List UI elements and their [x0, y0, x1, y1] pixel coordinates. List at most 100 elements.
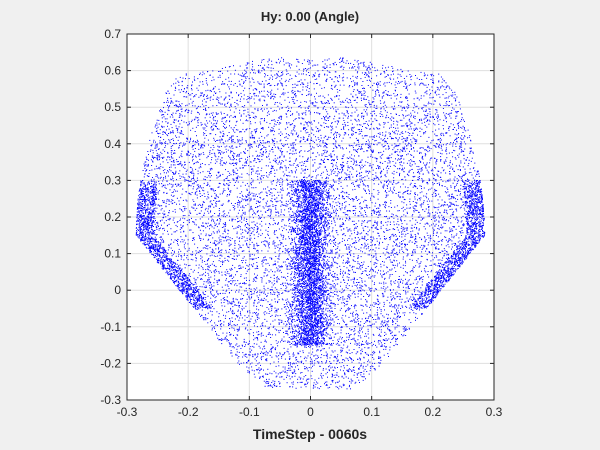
scatter-point	[302, 288, 304, 290]
scatter-point	[269, 350, 271, 352]
scatter-point	[263, 217, 265, 219]
scatter-point	[323, 106, 325, 107]
scatter-point	[166, 118, 168, 120]
scatter-point	[438, 287, 440, 289]
scatter-point	[311, 127, 313, 129]
scatter-point	[376, 222, 378, 224]
scatter-point	[408, 319, 410, 321]
scatter-point	[436, 276, 438, 278]
scatter-point	[250, 145, 252, 147]
scatter-point	[306, 275, 308, 277]
scatter-point	[419, 237, 421, 239]
scatter-point	[239, 282, 241, 284]
scatter-point	[302, 301, 304, 303]
scatter-point	[237, 129, 239, 131]
scatter-point	[466, 227, 468, 229]
scatter-point	[200, 163, 202, 165]
scatter-point	[421, 107, 423, 109]
scatter-point	[156, 256, 158, 257]
scatter-point	[332, 164, 334, 166]
scatter-point	[287, 137, 289, 139]
scatter-point	[259, 83, 261, 85]
scatter-point	[330, 284, 332, 286]
scatter-point	[256, 262, 258, 263]
scatter-point	[312, 102, 314, 104]
scatter-point	[167, 233, 169, 235]
scatter-point	[161, 224, 162, 226]
scatter-point	[466, 232, 468, 234]
scatter-point	[219, 257, 221, 259]
scatter-point	[361, 244, 362, 245]
scatter-point	[475, 237, 476, 239]
scatter-point	[217, 215, 219, 217]
scatter-point	[455, 208, 457, 210]
scatter-point	[316, 279, 318, 280]
scatter-point	[281, 182, 283, 184]
scatter-point	[355, 310, 357, 312]
scatter-point	[306, 266, 308, 268]
scatter-point	[336, 358, 338, 360]
scatter-point	[282, 245, 284, 247]
scatter-point	[364, 242, 366, 244]
scatter-point	[470, 210, 472, 211]
scatter-point	[388, 190, 390, 192]
scatter-point	[325, 217, 327, 219]
scatter-point	[247, 231, 249, 233]
scatter-point	[401, 208, 403, 209]
scatter-point	[267, 75, 269, 76]
scatter-point	[464, 254, 466, 256]
scatter-point	[244, 105, 246, 107]
scatter-point	[396, 305, 398, 307]
scatter-point	[182, 217, 184, 219]
scatter-point	[327, 235, 329, 236]
scatter-point	[229, 249, 231, 250]
scatter-point	[306, 310, 308, 312]
scatter-point	[305, 217, 307, 219]
scatter-point	[333, 150, 335, 152]
scatter-point	[160, 209, 162, 211]
scatter-point	[417, 276, 419, 277]
scatter-point	[236, 236, 238, 238]
scatter-point	[419, 262, 421, 264]
scatter-point	[312, 238, 314, 240]
scatter-point	[391, 144, 393, 146]
scatter-point	[475, 239, 477, 241]
scatter-point	[324, 166, 326, 168]
scatter-point	[315, 278, 317, 280]
scatter-point	[406, 223, 408, 225]
scatter-point	[439, 196, 441, 198]
scatter-point	[338, 120, 340, 122]
scatter-point	[330, 185, 332, 187]
scatter-point	[318, 336, 320, 338]
scatter-point	[314, 277, 316, 279]
scatter-point	[206, 120, 208, 122]
scatter-point	[257, 297, 259, 299]
scatter-point	[360, 175, 362, 177]
scatter-point	[313, 308, 315, 310]
scatter-point	[422, 203, 424, 205]
scatter-point	[315, 296, 317, 298]
scatter-point	[372, 240, 373, 242]
scatter-point	[275, 386, 277, 387]
scatter-point	[185, 278, 187, 280]
scatter-point	[388, 320, 390, 322]
scatter-point	[319, 250, 321, 252]
scatter-point	[263, 292, 265, 294]
scatter-point	[234, 141, 236, 143]
scatter-point	[434, 295, 436, 297]
scatter-point	[330, 307, 332, 309]
scatter-point	[298, 68, 300, 70]
scatter-point	[305, 333, 306, 335]
scatter-point	[348, 307, 350, 309]
scatter-point	[269, 224, 271, 226]
scatter-point	[213, 200, 215, 201]
scatter-point	[237, 177, 239, 179]
scatter-point	[299, 105, 301, 106]
scatter-point	[260, 181, 262, 183]
scatter-point	[262, 325, 264, 327]
scatter-point	[434, 167, 436, 169]
scatter-point	[213, 152, 215, 154]
scatter-point	[426, 169, 428, 171]
scatter-point	[229, 334, 231, 336]
scatter-point	[416, 305, 418, 307]
